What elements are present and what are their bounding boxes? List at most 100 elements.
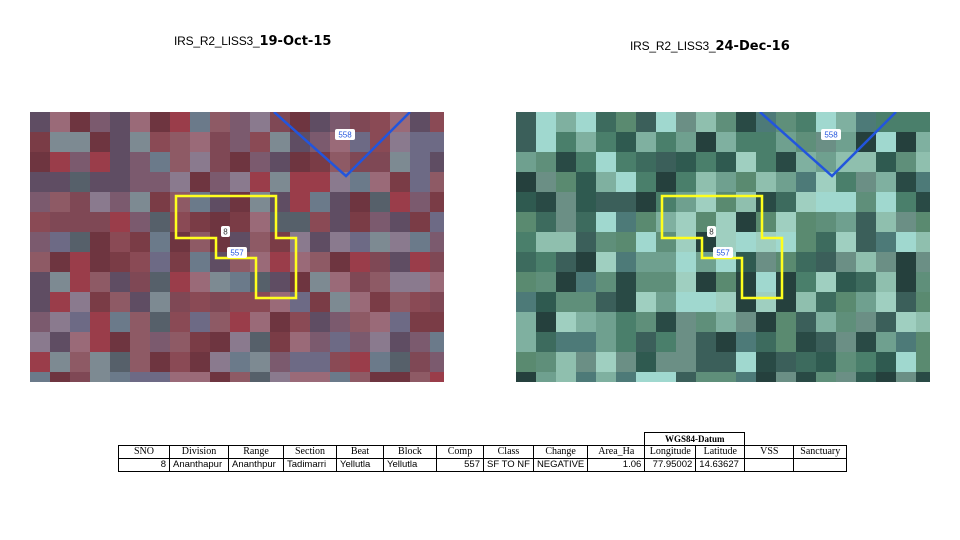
image-pixel bbox=[836, 372, 857, 382]
image-pixel bbox=[310, 312, 331, 333]
image-pixel bbox=[676, 212, 697, 233]
image-pixel bbox=[576, 252, 597, 273]
image-pixel bbox=[856, 272, 877, 293]
image-pixel bbox=[30, 112, 51, 133]
image-pixel bbox=[576, 312, 597, 333]
image-pixel bbox=[290, 372, 311, 382]
image-pixel bbox=[516, 332, 537, 353]
image-pixel bbox=[290, 312, 311, 333]
image-pixel bbox=[230, 212, 251, 233]
image-pixel bbox=[130, 192, 151, 213]
image-pixel bbox=[370, 192, 391, 213]
image-pixel bbox=[330, 352, 351, 373]
image-pixel bbox=[270, 352, 291, 373]
image-pixel bbox=[390, 172, 411, 193]
image-pixel bbox=[290, 192, 311, 213]
label-558: 558 bbox=[335, 129, 355, 140]
image-pixel bbox=[616, 252, 637, 273]
header-beat: Beat bbox=[336, 445, 384, 459]
image-pixel bbox=[596, 112, 617, 133]
image-pixel bbox=[270, 112, 291, 133]
image-pixel bbox=[716, 292, 737, 313]
image-pixel bbox=[130, 172, 151, 193]
image-pixel bbox=[350, 112, 371, 133]
image-pixel bbox=[676, 132, 697, 153]
image-pixel bbox=[290, 232, 311, 253]
image-pixel bbox=[916, 132, 930, 153]
satellite-image-2016[interactable]: 558 8 557 bbox=[516, 112, 930, 382]
image-pixel bbox=[350, 232, 371, 253]
image-pixel bbox=[596, 292, 617, 313]
image-pixel bbox=[776, 272, 797, 293]
image-pixel bbox=[696, 352, 717, 373]
image-pixel bbox=[676, 172, 697, 193]
image-pixel bbox=[170, 352, 191, 373]
image-pixel bbox=[330, 112, 351, 133]
image-pixel bbox=[896, 252, 917, 273]
image-pixel bbox=[430, 212, 444, 233]
satellite-image-2015[interactable]: 558 8 557 bbox=[30, 112, 444, 382]
image-pixel bbox=[536, 252, 557, 273]
image-pixel bbox=[190, 352, 211, 373]
label-557: 557 bbox=[227, 247, 247, 258]
image-pixel bbox=[756, 172, 777, 193]
image-pixel bbox=[310, 292, 331, 313]
image-pixel bbox=[676, 312, 697, 333]
image-pixel bbox=[636, 372, 657, 382]
image-pixel bbox=[776, 352, 797, 373]
image-pixel bbox=[150, 152, 171, 173]
image-pixel bbox=[756, 112, 777, 133]
image-pixel bbox=[696, 332, 717, 353]
image-pixel bbox=[556, 252, 577, 273]
image-pixel bbox=[350, 372, 371, 382]
image-pixel bbox=[150, 212, 171, 233]
image-pixel bbox=[430, 292, 444, 313]
image-pixel bbox=[916, 252, 930, 273]
image-pixel bbox=[896, 292, 917, 313]
header-longitude: Longitude bbox=[644, 445, 697, 459]
image-pixel bbox=[170, 112, 191, 133]
image-pixel bbox=[70, 152, 91, 173]
image-pixel bbox=[190, 312, 211, 333]
image-pixel bbox=[90, 272, 111, 293]
image-pixel bbox=[30, 292, 51, 313]
image-pixel bbox=[756, 152, 777, 173]
image-pixel bbox=[50, 112, 71, 133]
image-pixel bbox=[536, 372, 557, 382]
image-pixel bbox=[150, 372, 171, 382]
cell-longitude: 77.95002 bbox=[644, 458, 697, 472]
image-pixel bbox=[310, 192, 331, 213]
image-pixel bbox=[250, 172, 271, 193]
image-pixel bbox=[896, 172, 917, 193]
image-pixel bbox=[696, 172, 717, 193]
image-pixel bbox=[676, 332, 697, 353]
image-pixel bbox=[350, 192, 371, 213]
image-pixel bbox=[616, 212, 637, 233]
image-pixel bbox=[250, 112, 271, 133]
image-pixel bbox=[190, 172, 211, 193]
pixel-grid bbox=[516, 112, 930, 382]
image-pixel bbox=[736, 292, 757, 313]
image-pixel bbox=[636, 152, 657, 173]
image-pixel bbox=[696, 112, 717, 133]
image-pixel bbox=[370, 332, 391, 353]
image-pixel bbox=[350, 272, 371, 293]
image-pixel bbox=[876, 152, 897, 173]
image-pixel bbox=[250, 312, 271, 333]
image-pixel bbox=[270, 232, 291, 253]
image-pixel bbox=[876, 272, 897, 293]
image-pixel bbox=[556, 232, 577, 253]
image-pixel bbox=[796, 272, 817, 293]
image-pixel bbox=[916, 172, 930, 193]
image-pixel bbox=[130, 232, 151, 253]
image-pixel bbox=[30, 352, 51, 373]
image-pixel bbox=[270, 372, 291, 382]
image-pixel bbox=[370, 272, 391, 293]
image-pixel bbox=[270, 332, 291, 353]
image-pixel bbox=[736, 332, 757, 353]
image-pixel bbox=[370, 212, 391, 233]
header-block: Block bbox=[383, 445, 437, 459]
image-pixel bbox=[916, 292, 930, 313]
image-pixel bbox=[636, 192, 657, 213]
image-pixel bbox=[556, 292, 577, 313]
